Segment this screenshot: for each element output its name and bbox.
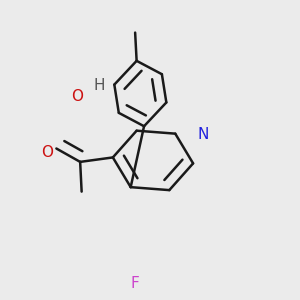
Text: H: H: [94, 78, 105, 93]
Text: N: N: [198, 127, 209, 142]
Text: O: O: [71, 89, 83, 104]
Text: F: F: [131, 276, 140, 291]
Text: O: O: [41, 146, 53, 160]
